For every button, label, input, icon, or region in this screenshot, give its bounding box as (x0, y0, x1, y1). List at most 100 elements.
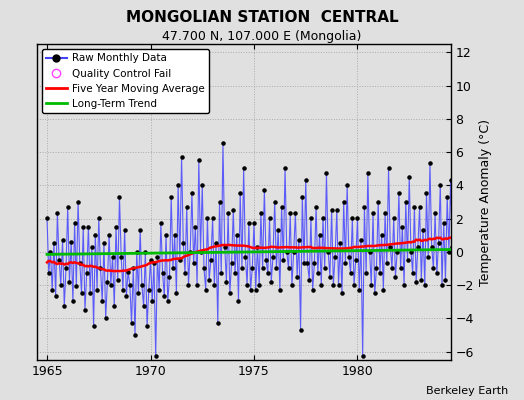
Point (310, 260, 319, 266)
Point (158, 270, 167, 276)
Point (426, 160, 434, 167)
Point (188, 190, 196, 196)
Point (326, 273, 334, 280)
Point (72, 283, 81, 290)
Point (50, 240, 58, 246)
Point (79, 224, 88, 230)
Point (440, 220, 448, 226)
Point (217, 270, 225, 276)
Point (300, 260, 308, 266)
Point (138, 282, 146, 288)
Point (436, 182, 444, 188)
Point (70, 220, 79, 226)
Point (279, 257, 288, 263)
Point (253, 243, 261, 250)
Point (169, 265, 177, 272)
Point (348, 215, 356, 222)
Point (441, 277, 450, 283)
Point (75, 260, 84, 266)
Point (289, 248, 298, 255)
Point (329, 282, 337, 288)
Point (160, 293, 169, 300)
Point (360, 204, 368, 210)
Point (260, 187, 269, 193)
Point (143, 323, 151, 330)
Point (364, 170, 372, 177)
Point (307, 215, 315, 222)
Point (198, 182, 206, 188)
Point (226, 290, 234, 296)
Point (46, 248, 54, 255)
Legend: Raw Monthly Data, Quality Control Fail, Five Year Moving Average, Long-Term Tren: Raw Monthly Data, Quality Control Fail, … (42, 49, 209, 113)
Point (314, 270, 322, 276)
Point (262, 257, 270, 263)
Point (257, 210, 265, 216)
Point (172, 290, 181, 296)
Point (267, 278, 276, 285)
Point (121, 227, 129, 233)
Point (367, 282, 376, 288)
Point (157, 220, 165, 226)
Point (182, 204, 191, 210)
Point (331, 253, 339, 260)
Point (276, 287, 284, 293)
Point (274, 227, 282, 233)
Point (117, 253, 125, 260)
Point (181, 270, 189, 276)
Point (438, 282, 446, 288)
Point (148, 298, 157, 305)
Point (410, 204, 419, 210)
Point (221, 243, 229, 250)
Point (401, 198, 410, 205)
Point (107, 282, 115, 288)
Point (53, 210, 62, 216)
Point (341, 260, 350, 266)
Point (241, 253, 249, 260)
Point (421, 282, 429, 288)
Point (317, 282, 325, 288)
Point (334, 282, 343, 288)
Point (315, 232, 324, 238)
Point (372, 265, 380, 272)
Point (381, 210, 389, 216)
Point (264, 270, 272, 276)
Point (234, 298, 243, 305)
Point (127, 320, 136, 326)
Point (282, 248, 291, 255)
Point (350, 282, 358, 288)
Point (103, 278, 112, 285)
Point (340, 198, 348, 205)
Point (419, 227, 427, 233)
Point (386, 243, 395, 250)
Point (450, 260, 458, 266)
Point (248, 265, 256, 272)
Point (238, 265, 246, 272)
Point (302, 177, 310, 183)
Text: MONGOLIAN STATION  CENTRAL: MONGOLIAN STATION CENTRAL (126, 10, 398, 25)
Point (412, 278, 420, 285)
Point (303, 260, 312, 266)
Point (57, 282, 65, 288)
Point (153, 253, 161, 260)
Point (134, 290, 143, 296)
Point (246, 287, 255, 293)
Point (281, 165, 289, 172)
Point (93, 287, 101, 293)
Point (443, 194, 451, 200)
Point (398, 224, 407, 230)
Point (98, 298, 106, 305)
Point (55, 257, 63, 263)
Point (210, 282, 219, 288)
Point (255, 282, 264, 288)
Point (270, 198, 279, 205)
Point (365, 248, 374, 255)
Point (379, 287, 388, 293)
Point (222, 278, 231, 285)
Point (345, 253, 353, 260)
Point (389, 215, 398, 222)
Point (162, 232, 170, 238)
Point (194, 157, 203, 163)
Point (455, 237, 463, 243)
Point (48, 287, 57, 293)
Y-axis label: Temperature Anomaly (°C): Temperature Anomaly (°C) (479, 118, 493, 286)
